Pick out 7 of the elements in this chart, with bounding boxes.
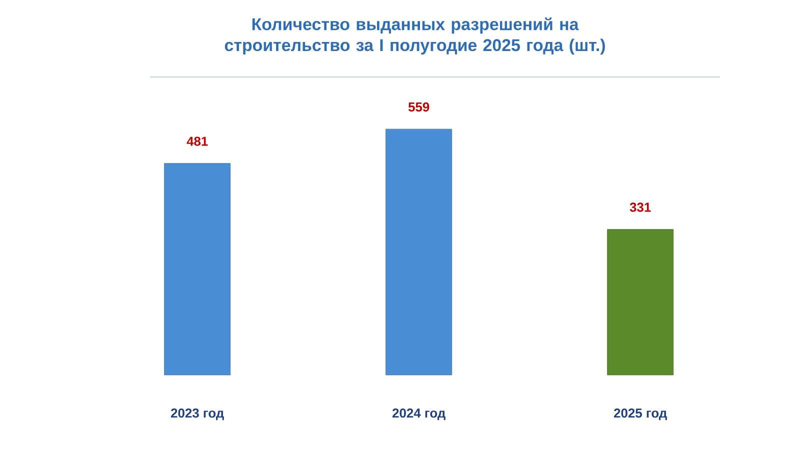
- chart-title: Количество выданных разрешений на строительство за I полугодие 2025 года (шт.): [224, 17, 605, 55]
- x-tick-label: 2023 год: [170, 408, 224, 420]
- data-label: 559: [408, 102, 430, 112]
- x-tick-label: 2025 год: [614, 408, 667, 420]
- x-tick-label: 2024 год: [392, 408, 446, 420]
- data-label: 331: [630, 202, 651, 212]
- data-label: 481: [186, 136, 208, 146]
